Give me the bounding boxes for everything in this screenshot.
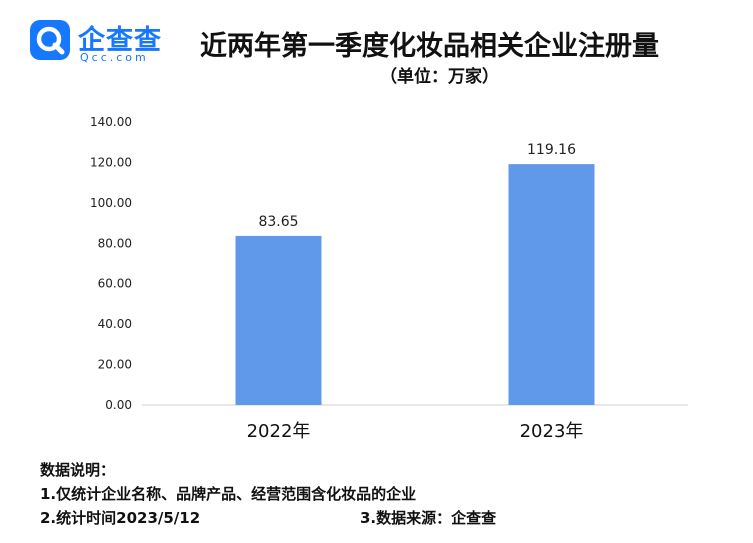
bars: 83.65 119.16 [235, 142, 595, 405]
x-category-label: 2022年 [247, 421, 311, 442]
bar [508, 164, 595, 405]
notes-source: 3.数据来源：企查查 [360, 509, 497, 527]
y-axis: 0.00 20.00 40.00 60.00 80.00 100.00 120.00 140.… [90, 115, 132, 412]
y-tick-label: 80.00 [98, 236, 132, 250]
notes-row: 2.统计时间2023/5/12 3.数据来源：企查查 [40, 506, 680, 530]
y-tick-label: 20.00 [98, 358, 132, 372]
y-tick-label: 0.00 [105, 398, 132, 412]
chart-subtitle: （单位：万家） [380, 67, 499, 87]
bar [235, 235, 322, 405]
y-tick-label: 40.00 [98, 317, 132, 331]
y-tick-label: 140.00 [90, 115, 132, 129]
bar-value-label: 119.16 [527, 142, 576, 158]
chart-title: 近两年第一季度化妆品相关企业注册量 [200, 31, 659, 62]
logo-name: 企查查 [78, 25, 162, 56]
logo: 企查查 Qcc.com [30, 18, 190, 64]
y-tick-label: 100.00 [90, 196, 132, 210]
notes-heading: 数据说明： [40, 461, 116, 479]
bar-chart: 0.00 20.00 40.00 60.00 80.00 100.00 120.00 140.… [90, 115, 688, 442]
data-notes: 数据说明： 1.仅统计企业名称、品牌产品、经营范围含化妆品的企业 2.统计时间2… [40, 458, 680, 530]
y-tick-label: 120.00 [90, 155, 132, 169]
notes-line-1: 1.仅统计企业名称、品牌产品、经营范围含化妆品的企业 [40, 485, 417, 503]
bar-value-label: 83.65 [258, 214, 298, 230]
y-tick-label: 60.00 [98, 277, 132, 291]
qcc-logo-icon [30, 20, 70, 60]
x-category-label: 2023年 [520, 421, 584, 442]
notes-line-2: 2.统计时间2023/5/12 [40, 509, 201, 527]
x-axis: 2022年 2023年 [247, 421, 584, 442]
logo-domain: Qcc.com [80, 51, 149, 64]
